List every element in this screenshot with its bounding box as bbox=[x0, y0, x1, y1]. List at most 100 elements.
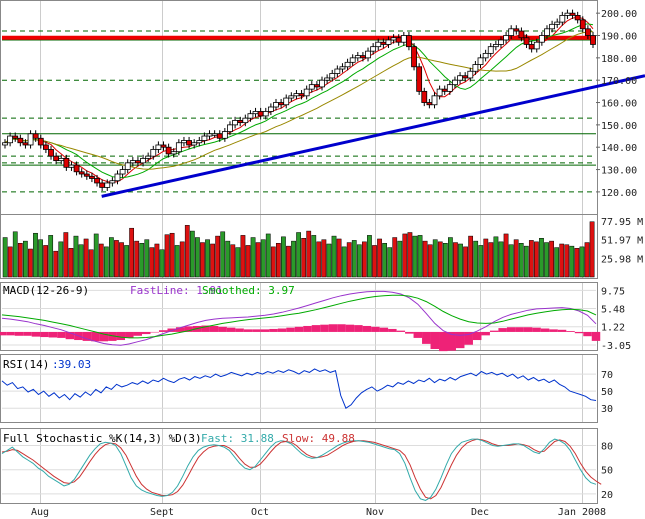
price-candle bbox=[508, 28, 515, 36]
stoch-tick-label: 80 bbox=[601, 442, 613, 453]
volume-bar bbox=[448, 237, 453, 278]
ma-mid-line bbox=[4, 23, 594, 179]
price-candle bbox=[119, 169, 126, 175]
macd-histogram-bar bbox=[422, 331, 431, 344]
volume-bar bbox=[539, 237, 544, 278]
price-candle bbox=[32, 133, 39, 139]
macd-histogram-bar bbox=[455, 331, 465, 349]
price-candle bbox=[68, 164, 75, 168]
volume-bar bbox=[316, 241, 322, 278]
price-candle bbox=[155, 144, 162, 150]
price-candle bbox=[201, 135, 208, 141]
stoch-slow-line bbox=[1, 438, 602, 500]
rsi-colon: : bbox=[52, 358, 59, 371]
volume-bar bbox=[549, 240, 554, 278]
price-candle bbox=[150, 149, 157, 157]
price-candle bbox=[2, 142, 8, 146]
price-candle bbox=[283, 97, 290, 106]
price-candle bbox=[313, 84, 320, 88]
volume-bar bbox=[372, 245, 377, 278]
volume-bar bbox=[124, 245, 129, 278]
macd-histogram-bar bbox=[226, 327, 236, 332]
macd-histogram-bar bbox=[464, 331, 473, 345]
price-candle bbox=[43, 144, 49, 150]
volume-bar bbox=[93, 233, 99, 278]
stoch-fast-line bbox=[1, 438, 597, 501]
volume-bar bbox=[159, 249, 165, 278]
x-tick-label: Nov bbox=[366, 507, 384, 518]
price-candle bbox=[487, 46, 494, 54]
price-candle bbox=[569, 12, 576, 16]
stoch-title: Full Stochastic %K(14,3) %D(3) bbox=[3, 432, 202, 445]
price-tick-label: 180.00 bbox=[601, 54, 637, 65]
macd-histogram-bar bbox=[591, 331, 601, 341]
volume-bar bbox=[442, 243, 448, 278]
price-candle bbox=[17, 137, 24, 144]
axis-layer: Aug Sept Oct Nov Dec Jan 2008 200.00 190.00 180.… bbox=[31, 9, 643, 518]
price-candle bbox=[247, 113, 254, 119]
price-candle bbox=[559, 15, 566, 23]
price-candle bbox=[344, 61, 351, 68]
price-candle bbox=[375, 41, 382, 48]
price-candle bbox=[191, 142, 198, 146]
volume-bar bbox=[296, 232, 301, 278]
stoch-tick-label: 50 bbox=[601, 466, 613, 477]
macd-smoothed-legend: Smoothed: 3.97 bbox=[202, 284, 295, 297]
price-candle bbox=[523, 37, 530, 45]
macd-tick-label: 1.22 bbox=[601, 323, 625, 334]
volume-bar bbox=[103, 246, 109, 278]
volume-bar bbox=[149, 247, 155, 278]
macd-title: MACD(12-26-9) bbox=[3, 284, 89, 297]
macd-histogram-bar bbox=[209, 325, 219, 332]
volume-bar bbox=[38, 239, 43, 278]
volume-bar bbox=[534, 241, 539, 278]
price-candle bbox=[114, 173, 121, 182]
volume-tick-label: 51.97 M bbox=[601, 236, 643, 247]
volume-bar bbox=[58, 241, 64, 278]
price-candle bbox=[482, 52, 489, 59]
uptrend-line bbox=[101, 74, 645, 198]
x-tick-label: Jan 2008 bbox=[558, 507, 606, 518]
volume-bar bbox=[88, 249, 94, 278]
macd-fast-line bbox=[1, 290, 597, 346]
volume-bar bbox=[250, 237, 256, 278]
price-candle bbox=[232, 120, 238, 126]
macd-histogram-bar bbox=[158, 330, 168, 332]
stoch-panel-frame bbox=[0, 428, 598, 504]
volume-bar bbox=[458, 243, 463, 278]
macd-histogram-bar bbox=[260, 329, 270, 332]
stochastic-layer bbox=[1, 438, 602, 501]
macd-histogram-bar bbox=[6, 331, 15, 336]
price-layer bbox=[2, 9, 645, 198]
macd-histogram-bar bbox=[362, 325, 372, 332]
macd-histogram-bar bbox=[57, 331, 66, 338]
price-candle bbox=[452, 79, 458, 86]
ma-slow-line bbox=[4, 31, 594, 170]
stoch-fast-legend: Fast: 31.88 bbox=[201, 432, 274, 445]
macd-histogram-bar bbox=[311, 325, 321, 332]
macd-histogram-bar bbox=[31, 331, 41, 337]
volume-bar bbox=[301, 237, 307, 278]
volume-bar bbox=[341, 246, 347, 278]
price-candle bbox=[395, 37, 402, 43]
macd-histogram-bar bbox=[532, 327, 541, 332]
price-candle bbox=[339, 66, 346, 70]
volume-bar bbox=[139, 243, 145, 278]
price-candle bbox=[334, 68, 341, 74]
volume-bar bbox=[119, 242, 124, 278]
macd-histogram-bar bbox=[396, 330, 406, 332]
price-candle bbox=[78, 171, 85, 175]
macd-histogram-bar bbox=[133, 331, 143, 336]
volume-bar bbox=[331, 235, 337, 278]
macd-histogram-bar bbox=[489, 330, 499, 332]
volume-bar bbox=[260, 239, 266, 278]
price-candle bbox=[48, 149, 54, 157]
macd-histogram-bar bbox=[116, 331, 126, 341]
price-candle bbox=[94, 178, 100, 184]
volume-bar bbox=[463, 246, 468, 278]
volume-bar bbox=[569, 245, 575, 278]
macd-histogram-bar bbox=[379, 327, 389, 332]
volume-bar bbox=[351, 240, 357, 278]
price-candle bbox=[12, 135, 19, 139]
